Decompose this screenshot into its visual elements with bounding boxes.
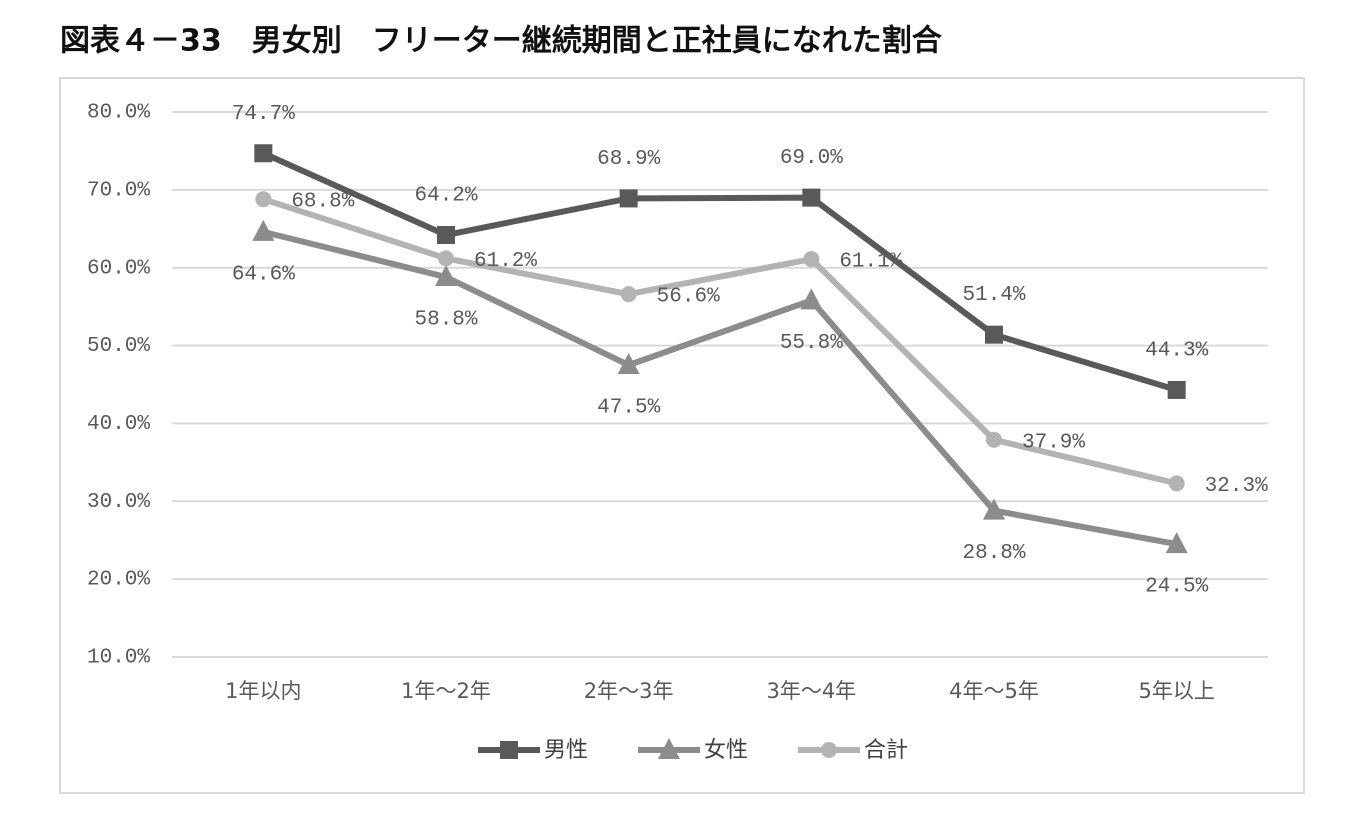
data-label: 61.1% xyxy=(839,251,902,274)
x-tick-label: 1年以内 xyxy=(225,679,301,703)
data-label: 64.2% xyxy=(414,185,477,208)
series-line xyxy=(262,228,1178,548)
marker xyxy=(1167,380,1186,399)
data-label: 68.9% xyxy=(597,148,660,171)
marker xyxy=(821,742,837,758)
data-label: 69.0% xyxy=(780,147,843,170)
marker xyxy=(658,738,680,759)
x-tick-label: 4年～5年 xyxy=(949,679,1039,703)
marker xyxy=(500,741,518,759)
data-label: 37.9% xyxy=(1022,431,1085,454)
marker xyxy=(986,431,1002,448)
data-label: 56.6% xyxy=(657,286,720,309)
marker xyxy=(620,286,637,303)
y-tick-label: 60.0% xyxy=(87,257,150,280)
marker xyxy=(438,250,454,267)
data-label: 32.3% xyxy=(1205,475,1268,498)
data-label: 74.7% xyxy=(232,103,295,126)
marker xyxy=(1168,475,1185,492)
marker xyxy=(802,188,821,207)
series-line xyxy=(262,196,1178,487)
marker xyxy=(254,144,273,163)
data-label: 51.4% xyxy=(962,284,1025,307)
y-tick-label: 70.0% xyxy=(87,179,150,202)
data-label: 47.5% xyxy=(597,397,660,420)
marker xyxy=(252,219,275,241)
x-tick-label: 5年以上 xyxy=(1138,679,1214,703)
data-label: 64.6% xyxy=(232,263,295,286)
data-label: 55.8% xyxy=(780,332,843,355)
series-line xyxy=(262,150,1178,393)
marker xyxy=(803,251,820,268)
marker xyxy=(437,226,455,245)
y-tick-label: 50.0% xyxy=(87,335,150,358)
data-label: 61.2% xyxy=(474,250,537,273)
marker xyxy=(435,265,457,287)
legend-label: 女性 xyxy=(704,738,748,763)
marker xyxy=(617,353,640,375)
y-tick-label: 20.0% xyxy=(87,569,150,592)
y-tick-label: 10.0% xyxy=(87,647,150,670)
marker xyxy=(255,191,272,208)
marker xyxy=(619,189,638,208)
y-tick-label: 80.0% xyxy=(87,102,150,125)
legend-label: 合計 xyxy=(864,738,908,763)
marker xyxy=(983,498,1005,520)
data-label: 28.8% xyxy=(962,542,1025,565)
y-tick-label: 30.0% xyxy=(87,491,150,514)
marker xyxy=(1165,532,1188,554)
x-tick-label: 1年～2年 xyxy=(401,679,491,703)
data-label: 58.8% xyxy=(414,309,477,332)
data-label: 24.5% xyxy=(1145,576,1208,599)
chart-title: 図表４－33 男女別 フリーター継続期間と正社員になれた割合 xyxy=(60,24,942,59)
data-label: 68.8% xyxy=(291,191,354,214)
legend-label: 男性 xyxy=(544,738,588,763)
x-tick-label: 3年～4年 xyxy=(766,679,856,703)
y-tick-label: 40.0% xyxy=(87,413,150,436)
x-tick-label: 2年～3年 xyxy=(584,679,674,703)
marker xyxy=(985,325,1003,344)
marker xyxy=(800,288,823,310)
data-label: 44.3% xyxy=(1145,339,1208,362)
